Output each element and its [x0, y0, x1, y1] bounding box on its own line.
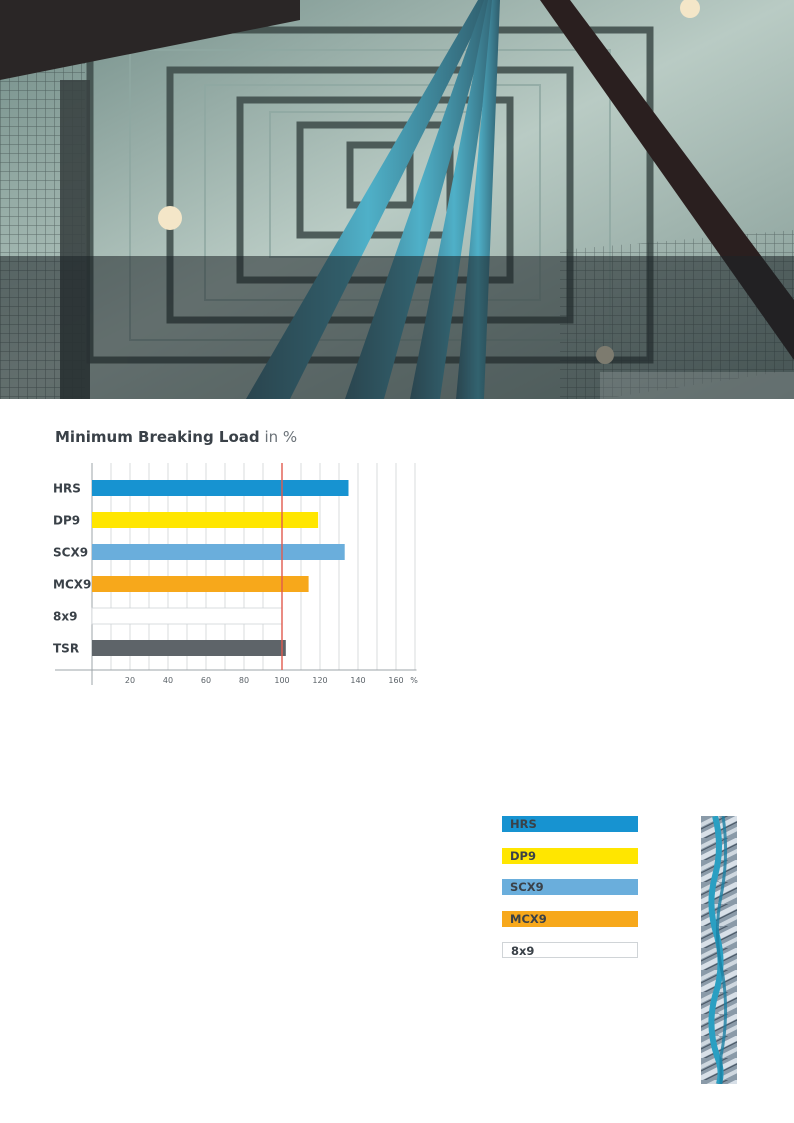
chart-title: Minimum Breaking Load in % [55, 428, 297, 446]
category-label: SCX9 [53, 546, 88, 560]
category-label: 8x9 [53, 610, 77, 624]
bar-hrs [92, 480, 349, 496]
category-label: MCX9 [53, 578, 91, 592]
legend-label: SCX9 [510, 880, 544, 894]
hero-photo [0, 0, 794, 399]
legend-label: DP9 [510, 848, 536, 863]
legend-item-dp9: DP9 [502, 847, 638, 864]
rope-sample-image [701, 815, 737, 1085]
legend-label: 8x9 [511, 944, 535, 958]
legend-label: HRS [510, 817, 537, 831]
x-tick-label: 80 [239, 676, 249, 685]
legend-item-hrs: HRS [502, 816, 638, 832]
bar-tsr [92, 640, 286, 656]
x-tick-label: 120 [312, 676, 327, 685]
x-tick-label: 40 [163, 676, 173, 685]
breaking-load-chart: HRS DP9 SCX9 MCX9 8x9 TSR 20 40 60 80 100 120 140 160… [53, 463, 418, 685]
bar-8x9 [91, 607, 283, 625]
bar-mcx9 [92, 576, 309, 592]
bar-scx9 [92, 544, 345, 560]
legend-label: MCX9 [510, 911, 547, 926]
legend-item-mcx9: MCX9 [502, 910, 638, 927]
legend-item-8x9: 8x9 [502, 942, 638, 958]
category-label: HRS [53, 482, 81, 496]
x-tick-label: 140 [350, 676, 365, 685]
rope-legend: HRS DP9 SCX9 MCX9 8x9 [502, 816, 638, 974]
x-tick-label: 20 [125, 676, 135, 685]
chart-title-unit: in % [264, 428, 298, 446]
chart-title-main: Minimum Breaking Load [55, 428, 260, 446]
x-tick-label: 160 [388, 676, 403, 685]
x-tick-label: 60 [201, 676, 211, 685]
category-label: DP9 [53, 514, 80, 528]
legend-item-scx9: SCX9 [502, 879, 638, 895]
x-unit-label: % [410, 676, 418, 685]
bar-dp9 [92, 512, 319, 528]
x-tick-label: 100 [274, 676, 289, 685]
category-label: TSR [53, 642, 79, 656]
